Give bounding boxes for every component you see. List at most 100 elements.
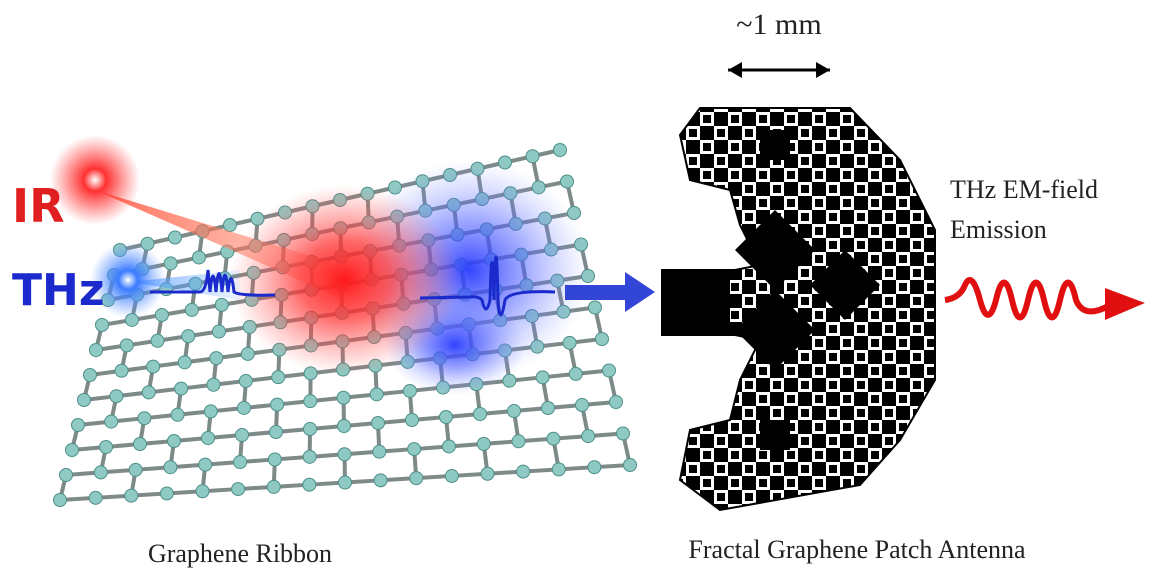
atom xyxy=(84,369,97,382)
atom xyxy=(90,344,103,357)
atom xyxy=(182,330,195,343)
atom xyxy=(142,386,155,399)
atom xyxy=(60,469,73,482)
atom xyxy=(596,333,609,346)
atom xyxy=(603,364,616,377)
atom xyxy=(554,144,567,157)
atom xyxy=(138,412,151,425)
emission-label: Emission xyxy=(950,215,1047,244)
atom xyxy=(78,394,91,407)
atom xyxy=(542,402,555,415)
atom xyxy=(552,463,565,476)
atom xyxy=(373,445,386,458)
atom xyxy=(89,491,102,504)
atom xyxy=(110,390,123,403)
atom xyxy=(563,336,576,349)
atom xyxy=(100,441,113,454)
atom xyxy=(272,371,285,384)
atom xyxy=(171,408,184,421)
atom xyxy=(129,463,142,476)
atom xyxy=(561,175,574,188)
diagram: IR THz ~1 mm THz EM-field Emission Graph… xyxy=(0,0,1155,574)
atom xyxy=(207,378,220,391)
atom xyxy=(267,480,280,493)
atom xyxy=(410,472,423,485)
red-glow xyxy=(230,185,460,375)
atom xyxy=(54,494,67,507)
atom xyxy=(94,466,107,479)
atom xyxy=(477,437,490,450)
atom xyxy=(224,219,237,232)
atom xyxy=(151,334,164,347)
atom xyxy=(547,432,560,445)
atom xyxy=(569,367,582,380)
atom xyxy=(164,257,177,270)
emission-arrowhead xyxy=(1105,288,1145,320)
atom xyxy=(271,398,284,411)
atom xyxy=(536,371,549,384)
atom xyxy=(160,487,173,500)
atom xyxy=(474,408,487,421)
atom xyxy=(526,150,539,163)
atom xyxy=(624,459,637,472)
atom xyxy=(617,427,630,440)
atom xyxy=(445,469,458,482)
atom xyxy=(105,415,118,428)
atom xyxy=(403,384,416,397)
atom xyxy=(215,298,228,311)
atom xyxy=(610,396,623,409)
atom xyxy=(337,391,350,404)
atom xyxy=(442,440,455,453)
thz-label: THz xyxy=(12,265,104,316)
atom xyxy=(125,489,138,502)
atom xyxy=(512,435,525,448)
scale-label: ~1 mm xyxy=(736,8,821,41)
atom xyxy=(268,453,281,466)
atom xyxy=(115,364,128,377)
atom xyxy=(239,374,252,387)
atom xyxy=(210,352,223,365)
atom xyxy=(213,325,226,338)
atom xyxy=(66,444,79,457)
atom xyxy=(582,430,595,443)
atom xyxy=(508,405,521,418)
atom xyxy=(303,450,316,463)
atom xyxy=(168,435,181,448)
atom xyxy=(406,414,419,427)
atom xyxy=(204,405,217,418)
atom xyxy=(192,251,205,264)
emission-label: THz EM-field xyxy=(950,175,1098,204)
atom xyxy=(232,483,245,496)
emission-wave xyxy=(945,280,1110,318)
atom xyxy=(374,474,387,487)
atom xyxy=(372,417,385,430)
atom xyxy=(588,461,601,474)
atom xyxy=(234,456,247,469)
atom xyxy=(202,432,215,445)
atom xyxy=(576,399,589,412)
atom xyxy=(339,476,352,489)
atom xyxy=(440,411,453,424)
atom xyxy=(164,461,177,474)
atom xyxy=(196,485,209,498)
atom xyxy=(303,478,316,491)
atom xyxy=(155,308,168,321)
atom xyxy=(120,339,133,352)
atom xyxy=(185,303,198,316)
atom xyxy=(134,438,147,451)
atom xyxy=(175,382,188,395)
caption: Graphene Ribbon xyxy=(148,539,332,568)
atom xyxy=(481,467,494,480)
atom xyxy=(338,448,351,461)
atom xyxy=(241,347,254,360)
atom xyxy=(270,426,283,439)
atom xyxy=(370,388,383,401)
atom xyxy=(237,401,250,414)
atom xyxy=(72,419,85,432)
atom xyxy=(517,465,530,478)
atom xyxy=(147,360,160,373)
atom xyxy=(338,420,351,433)
atom xyxy=(304,423,317,436)
atom xyxy=(236,429,249,442)
atom xyxy=(199,458,212,471)
